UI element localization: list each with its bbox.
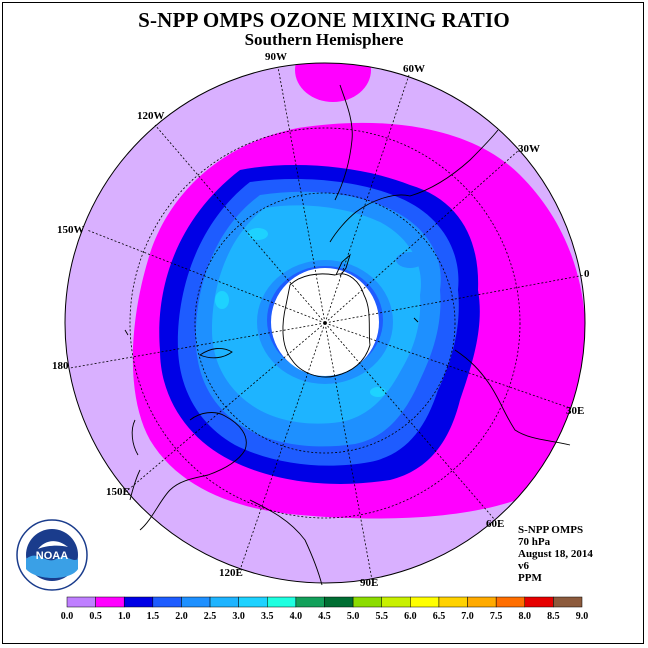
new-zealand bbox=[129, 419, 141, 501]
colorbar-tick-label: 8.0 bbox=[519, 611, 532, 622]
lon-label-30e: 30E bbox=[566, 405, 585, 417]
map-subtitle: Southern Hemisphere bbox=[244, 30, 404, 49]
meridian-90e bbox=[324, 322, 373, 581]
colorbar-tick-label: 9.0 bbox=[576, 611, 589, 622]
colorbar-tick-label: 6.0 bbox=[404, 611, 417, 622]
latitude-circle-middle bbox=[129, 127, 521, 519]
colorbar-swatch bbox=[324, 596, 354, 608]
colorbar-tick-label: 2.0 bbox=[175, 611, 188, 622]
lon-label-150e: 150E bbox=[106, 486, 130, 498]
antarctic-peninsula bbox=[335, 253, 351, 277]
colorbar-swatch bbox=[295, 596, 325, 608]
info-date: August 18, 2014 bbox=[518, 548, 593, 560]
lon-label-0: 0 bbox=[584, 268, 590, 280]
lon-label-90e: 90E bbox=[360, 577, 379, 589]
colorbar-swatch bbox=[267, 596, 297, 608]
colorbar-swatch bbox=[553, 596, 583, 608]
meridian-180 bbox=[69, 322, 326, 369]
colorbar-tick-label: 4.5 bbox=[318, 611, 331, 622]
colorbar-swatch bbox=[123, 596, 154, 608]
colorbar-tick-label: 0.5 bbox=[89, 611, 102, 622]
colorbar-swatch bbox=[381, 596, 411, 608]
colorbar-tick-label: 0.0 bbox=[61, 611, 74, 622]
lon-label-90w: 90W bbox=[265, 51, 287, 63]
meridian-0 bbox=[324, 274, 586, 324]
south-pole-marker bbox=[323, 321, 327, 325]
colorbar: 0.0 0.5 1.0 1.5 2.0 2.5 3.0 3.5 4.0 4.5 5.0 5.5 6.0 6… bbox=[61, 596, 589, 622]
colorbar-tick-label: 3.0 bbox=[232, 611, 245, 622]
contour-3.5-4.0-a bbox=[248, 228, 268, 240]
colorbar-swatch bbox=[410, 596, 440, 608]
lon-label-180: 180 bbox=[52, 360, 69, 372]
colorbar-swatch bbox=[495, 596, 526, 608]
colorbar-tick-label: 3.5 bbox=[261, 611, 274, 622]
svg-text:NOAA: NOAA bbox=[36, 550, 68, 562]
colorbar-swatch bbox=[238, 596, 268, 608]
info-version: v6 bbox=[518, 560, 529, 572]
island-a bbox=[124, 329, 129, 336]
ozone-field bbox=[65, 63, 585, 583]
australia-nz-coast bbox=[139, 412, 247, 531]
map-boundary bbox=[64, 62, 586, 584]
south-america-coast bbox=[329, 129, 499, 243]
colorbar-swatch bbox=[181, 596, 211, 608]
info-units: PPM bbox=[518, 572, 542, 584]
meridian-30w bbox=[324, 149, 520, 324]
colorbar-tick-label: 2.5 bbox=[204, 611, 217, 622]
latitude-circle-inner bbox=[194, 192, 456, 454]
contour-3.5-4.0-b bbox=[215, 291, 229, 309]
lon-label-30w: 30W bbox=[518, 143, 540, 155]
info-level: 70 hPa bbox=[518, 536, 551, 548]
colorbar-tick-label: 1.5 bbox=[147, 611, 160, 622]
contour-2.5-3.0-inner bbox=[396, 252, 424, 268]
lon-label-60w: 60W bbox=[403, 63, 425, 75]
colorbar-swatch bbox=[352, 596, 382, 608]
lon-label-60e: 60E bbox=[486, 518, 505, 530]
colorbar-swatch bbox=[438, 596, 468, 608]
colorbar-tick-label: 6.5 bbox=[433, 611, 446, 622]
colorbar-tick-label: 8.5 bbox=[547, 611, 560, 622]
graticule bbox=[69, 66, 586, 581]
info-instrument: S-NPP OMPS bbox=[518, 524, 584, 536]
colorbar-tick-label: 4.0 bbox=[290, 611, 303, 622]
contour-1.0-1.5-north bbox=[295, 63, 371, 102]
antarctica-coast bbox=[282, 273, 371, 378]
lon-label-120e: 120E bbox=[219, 567, 243, 579]
meridian-60e bbox=[324, 322, 496, 521]
ross-island bbox=[199, 348, 233, 359]
colorbar-tick-label: 5.5 bbox=[375, 611, 388, 622]
meridian-30e bbox=[324, 322, 571, 409]
lon-label-150w: 150W bbox=[57, 224, 85, 236]
meridian-90w bbox=[277, 66, 326, 324]
south-america-west bbox=[334, 84, 353, 201]
colorbar-swatch bbox=[524, 596, 554, 608]
colorbar-swatch bbox=[95, 596, 125, 608]
colorbar-swatch bbox=[66, 596, 96, 608]
noaa-logo: NOAA bbox=[16, 519, 88, 591]
colorbar-tick-label: 7.5 bbox=[490, 611, 503, 622]
contour-3.5-4.0-c bbox=[370, 387, 386, 397]
africa-coast bbox=[454, 349, 571, 446]
island-b bbox=[413, 317, 419, 323]
colorbar-tick-label: 1.0 bbox=[118, 611, 131, 622]
colorbar-swatch bbox=[152, 596, 182, 608]
meridian-150w bbox=[86, 229, 326, 324]
meridian-150e bbox=[127, 322, 326, 491]
colorbar-swatch bbox=[209, 596, 239, 608]
meridian-120e bbox=[239, 322, 326, 571]
meridian-120w bbox=[154, 124, 326, 324]
colorbar-swatch bbox=[467, 596, 497, 608]
australia-west bbox=[249, 499, 323, 586]
colorbar-tick-label: 5.0 bbox=[347, 611, 360, 622]
map-title: S-NPP OMPS OZONE MIXING RATIO bbox=[138, 8, 510, 32]
lon-label-120w: 120W bbox=[137, 110, 165, 122]
coastlines bbox=[124, 84, 571, 586]
colorbar-tick-label: 7.0 bbox=[461, 611, 474, 622]
